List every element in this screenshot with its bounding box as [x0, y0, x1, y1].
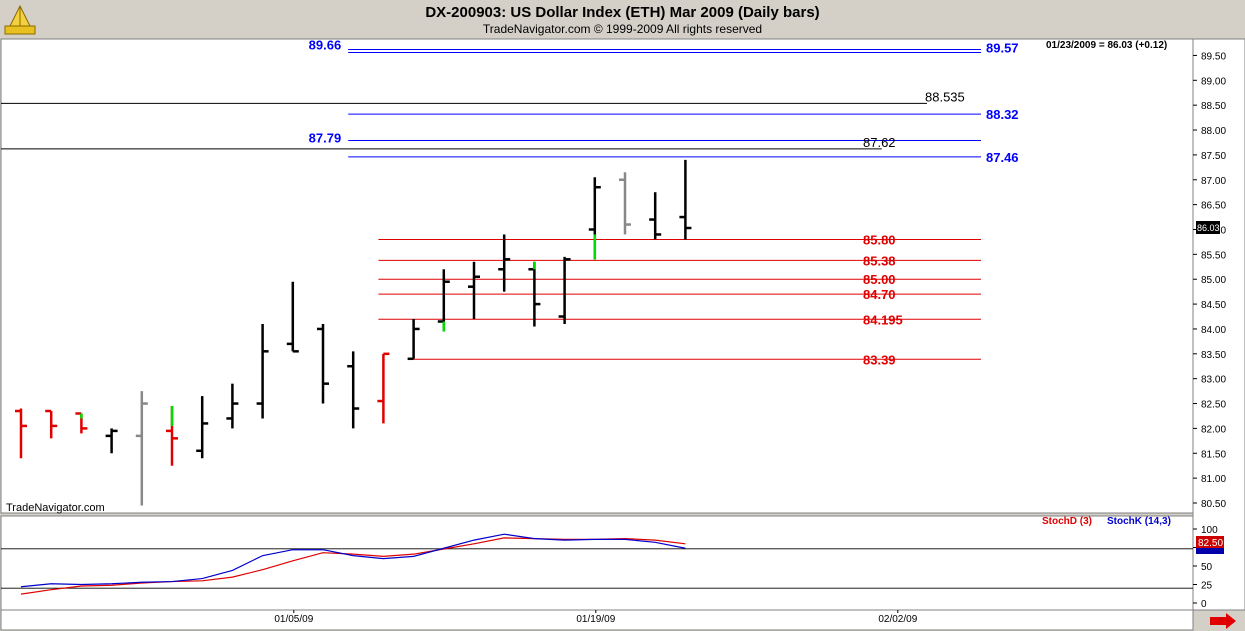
chart-title: DX-200903: US Dollar Index (ETH) Mar 200… — [425, 4, 820, 21]
stoch-legend-label: StochK (14,3) — [1107, 516, 1171, 527]
level-label-right: 88.535 — [925, 89, 965, 104]
chart-subtitle: TradeNavigator.com © 1999-2009 All right… — [482, 22, 763, 36]
last-quote-label: 01/23/2009 = 86.03 (+0.12) — [1046, 40, 1167, 51]
y-tick-label: 84.50 — [1201, 300, 1226, 311]
stoch-series-line — [20, 533, 686, 588]
y-tick-label: 82.50 — [1201, 400, 1226, 411]
y-tick-label: 85.50 — [1201, 250, 1226, 261]
x-axis-pane — [0, 609, 1194, 631]
watermark-label: TradeNavigator.com — [6, 502, 105, 514]
level-label-right: 85.80 — [863, 232, 896, 247]
stoch-y-tick-label: 100 — [1201, 525, 1218, 536]
y-tick-label: 89.00 — [1201, 76, 1226, 87]
level-label-left: 89.66 — [309, 37, 342, 52]
level-label-right: 88.32 — [986, 107, 1019, 122]
y-tick-label: 84.00 — [1201, 325, 1226, 336]
y-tick-label: 89.50 — [1201, 51, 1226, 62]
svg-text:86.03: 86.03 — [1197, 223, 1220, 233]
y-tick-label: 88.00 — [1201, 126, 1226, 137]
stoch-legend-label: StochD (3) — [1042, 516, 1092, 527]
svg-text:82.50: 82.50 — [1198, 538, 1223, 549]
y-tick-label: 82.00 — [1201, 424, 1226, 435]
level-label-right: 89.57 — [986, 40, 1019, 55]
y-tick-label: 81.00 — [1201, 474, 1226, 485]
stoch-pane — [0, 515, 1194, 611]
x-tick-label: 01/19/09 — [576, 614, 615, 625]
y-tick-label: 87.00 — [1201, 176, 1226, 187]
stoch-y-tick-label: 50 — [1201, 562, 1213, 573]
y-axis-pane — [1192, 38, 1245, 611]
y-tick-label: 88.50 — [1201, 101, 1226, 112]
level-label-right: 85.38 — [863, 253, 896, 268]
y-tick-label: 87.50 — [1201, 151, 1226, 162]
current-price-tag: 86.03 — [1196, 221, 1220, 234]
trade-navigator-logo-icon — [2, 2, 38, 36]
x-tick-label: 02/02/09 — [878, 614, 917, 625]
price-pane — [0, 38, 1194, 514]
level-label-right: 84.195 — [863, 312, 903, 327]
y-tick-label: 85.00 — [1201, 275, 1226, 286]
y-tick-label: 80.50 — [1201, 499, 1226, 510]
level-label-right: 85.00 — [863, 272, 896, 287]
level-label-right: 84.70 — [863, 287, 896, 302]
y-tick-label: 86.50 — [1201, 201, 1226, 212]
level-label-right: 87.46 — [986, 150, 1019, 165]
y-tick-label: 81.50 — [1201, 449, 1226, 460]
stoch-value-tag: 82.50 — [1196, 536, 1224, 554]
stoch-y-tick-label: 25 — [1201, 581, 1213, 592]
level-label-right: 83.39 — [863, 352, 896, 367]
y-tick-label: 83.50 — [1201, 350, 1226, 361]
level-label-right: 87.62 — [863, 135, 896, 150]
scroll-right-arrow-icon[interactable] — [1207, 613, 1237, 629]
stoch-y-tick-label: 0 — [1201, 599, 1207, 610]
x-tick-label: 01/05/09 — [274, 614, 313, 625]
title-bar: DX-200903: US Dollar Index (ETH) Mar 200… — [0, 0, 1245, 38]
y-tick-label: 83.00 — [1201, 375, 1226, 386]
level-label-left: 87.79 — [309, 130, 342, 145]
